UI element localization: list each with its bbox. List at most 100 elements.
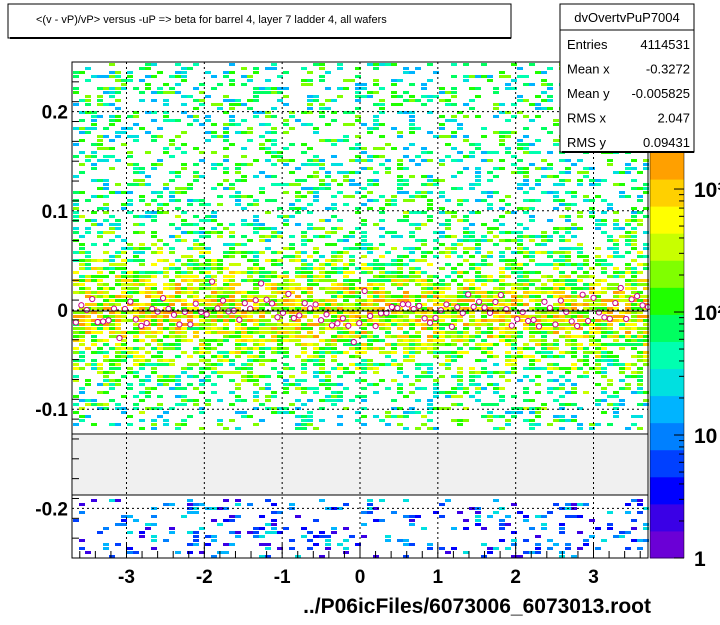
heatmap-cell bbox=[481, 275, 487, 278]
heatmap-cell bbox=[565, 167, 571, 170]
heatmap-cell bbox=[511, 539, 517, 542]
heatmap-cell bbox=[205, 347, 211, 350]
heatmap-cell bbox=[415, 163, 421, 166]
heatmap-cell bbox=[301, 419, 307, 422]
heatmap-cell bbox=[265, 375, 271, 378]
heatmap-cell bbox=[415, 67, 421, 70]
heatmap-cell bbox=[571, 415, 577, 418]
heatmap-cell bbox=[229, 79, 235, 82]
heatmap-cell bbox=[199, 411, 205, 414]
heatmap-cell bbox=[163, 103, 169, 106]
heatmap-cell bbox=[559, 407, 565, 410]
heatmap-cell bbox=[607, 423, 613, 426]
heatmap-cell bbox=[301, 263, 307, 266]
heatmap-cell bbox=[589, 303, 595, 306]
profile-marker bbox=[399, 301, 406, 308]
heatmap-cell bbox=[547, 391, 553, 394]
heatmap-cell bbox=[445, 143, 451, 146]
heatmap-cell bbox=[355, 315, 361, 318]
heatmap-cell bbox=[133, 355, 139, 358]
heatmap-cell bbox=[115, 315, 121, 318]
heatmap-cell bbox=[181, 95, 187, 98]
heatmap-cell bbox=[625, 531, 631, 534]
heatmap-cell bbox=[307, 111, 313, 114]
heatmap-cell bbox=[541, 283, 547, 286]
heatmap-cell bbox=[493, 403, 499, 406]
heatmap-cell bbox=[169, 531, 175, 534]
heatmap-cell bbox=[523, 399, 529, 402]
heatmap-cell bbox=[439, 87, 445, 90]
heatmap-cell bbox=[193, 531, 199, 534]
heatmap-cell bbox=[535, 71, 541, 74]
heatmap-cell bbox=[355, 311, 361, 314]
heatmap-cell bbox=[319, 103, 325, 106]
heatmap-cell bbox=[457, 299, 463, 302]
heatmap-cell bbox=[163, 383, 169, 386]
heatmap-cell bbox=[271, 183, 277, 186]
heatmap-cell bbox=[235, 167, 241, 170]
heatmap-cell bbox=[397, 179, 403, 182]
heatmap-cell bbox=[241, 295, 247, 298]
heatmap-cell bbox=[487, 331, 493, 334]
heatmap-cell bbox=[151, 199, 157, 202]
heatmap-cell bbox=[283, 355, 289, 358]
profile-marker bbox=[628, 296, 635, 303]
heatmap-cell bbox=[577, 343, 583, 346]
heatmap-cell bbox=[175, 291, 181, 294]
heatmap-cell bbox=[259, 91, 265, 94]
heatmap-cell bbox=[163, 423, 169, 426]
heatmap-cell bbox=[331, 299, 337, 302]
heatmap-cell bbox=[403, 375, 409, 378]
heatmap-cell bbox=[289, 291, 295, 294]
heatmap-cell bbox=[547, 83, 553, 86]
heatmap-cell bbox=[259, 223, 265, 226]
heatmap-cell bbox=[181, 223, 187, 226]
heatmap-cell bbox=[427, 183, 433, 186]
heatmap-cell bbox=[193, 119, 199, 122]
heatmap-cell bbox=[109, 75, 115, 78]
heatmap-cell bbox=[451, 303, 457, 306]
heatmap-cell bbox=[91, 195, 97, 198]
heatmap-cell bbox=[289, 503, 295, 506]
heatmap-cell bbox=[247, 363, 253, 366]
heatmap-cell bbox=[73, 71, 79, 74]
heatmap-cell bbox=[337, 63, 343, 66]
heatmap-cell bbox=[643, 331, 649, 334]
heatmap-cell bbox=[391, 311, 397, 314]
profile-marker bbox=[263, 296, 270, 303]
heatmap-cell bbox=[121, 143, 127, 146]
heatmap-cell bbox=[469, 323, 475, 326]
heatmap-cell bbox=[103, 155, 109, 158]
heatmap-cell bbox=[379, 271, 385, 274]
heatmap-cell bbox=[277, 91, 283, 94]
heatmap-cell bbox=[277, 303, 283, 306]
heatmap-cell bbox=[211, 283, 217, 286]
stats-value: 4114531 bbox=[640, 37, 690, 52]
heatmap-cell bbox=[559, 403, 565, 406]
profile-marker bbox=[475, 298, 483, 305]
heatmap-cell bbox=[307, 343, 313, 346]
heatmap-cell bbox=[523, 207, 529, 210]
x-tick-label: -3 bbox=[118, 567, 135, 588]
heatmap-cell bbox=[193, 223, 199, 226]
heatmap-cell bbox=[415, 283, 421, 286]
heatmap-cell bbox=[139, 319, 145, 322]
heatmap-cell bbox=[463, 339, 469, 342]
heatmap-cell bbox=[91, 259, 97, 262]
heatmap-cell bbox=[475, 511, 481, 514]
heatmap-cell bbox=[97, 287, 103, 290]
heatmap-cell bbox=[271, 511, 277, 514]
heatmap-cell bbox=[343, 171, 349, 174]
heatmap-cell bbox=[211, 227, 217, 230]
heatmap-cell bbox=[217, 103, 223, 106]
heatmap-cell bbox=[271, 259, 277, 262]
heatmap-cell bbox=[481, 235, 487, 238]
heatmap-cell bbox=[133, 287, 139, 290]
heatmap-cell bbox=[229, 63, 235, 66]
heatmap-cell bbox=[481, 351, 487, 354]
heatmap-cell bbox=[505, 339, 511, 342]
heatmap-cell bbox=[613, 275, 619, 278]
heatmap-cell bbox=[643, 359, 649, 362]
heatmap-cell bbox=[175, 383, 181, 386]
heatmap-cell bbox=[91, 303, 97, 306]
